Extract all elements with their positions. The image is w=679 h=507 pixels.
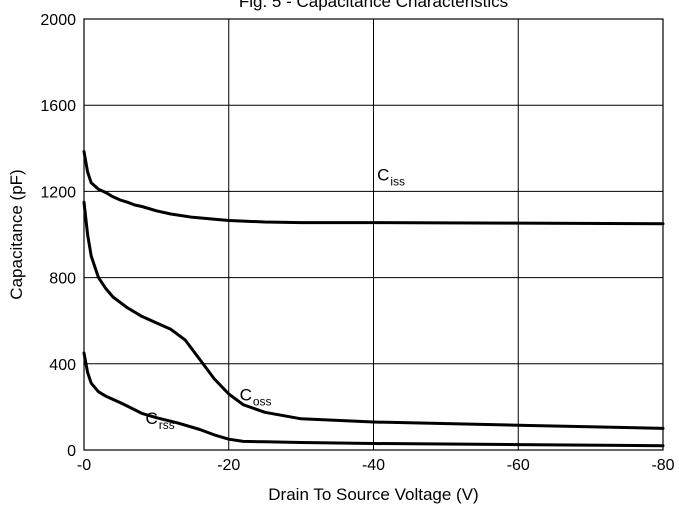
series-curves [82, 150, 665, 448]
series-label-coss: Coss [240, 385, 272, 408]
x-tick-label: -80 [651, 457, 674, 474]
series-annotations: Ciss Coss Crss [146, 166, 406, 433]
series-line-coss [82, 200, 665, 430]
y-tick-labels: 0 400 800 1200 1600 2000 [40, 12, 76, 460]
x-tick-label: -60 [507, 457, 530, 474]
x-tick-labels: -0 -20 -40 -60 -80 [77, 457, 675, 474]
y-tick-label: 0 [67, 443, 76, 460]
series-label-ciss: Ciss [377, 166, 405, 189]
x-tick-label: -0 [77, 457, 91, 474]
y-tick-label: 1600 [40, 98, 76, 115]
plot-frame [83, 18, 664, 451]
y-axis-label: Capacitance (pF) [7, 169, 26, 299]
chart-title: Fig. 5 - Capacitance Characteristics [239, 0, 508, 11]
series-line-ciss [82, 150, 665, 226]
x-tick-label: -20 [217, 457, 240, 474]
y-tick-label: 400 [49, 357, 76, 374]
y-tick-label: 1200 [40, 184, 76, 201]
x-tick-label: -40 [362, 457, 385, 474]
y-tick-label: 800 [49, 271, 76, 288]
grid-lines [83, 18, 664, 451]
x-axis-label: Drain To Source Voltage (V) [268, 485, 478, 504]
series-label-crss: Crss [146, 409, 175, 432]
y-tick-label: 2000 [40, 12, 76, 29]
series-line-crss [82, 351, 665, 448]
